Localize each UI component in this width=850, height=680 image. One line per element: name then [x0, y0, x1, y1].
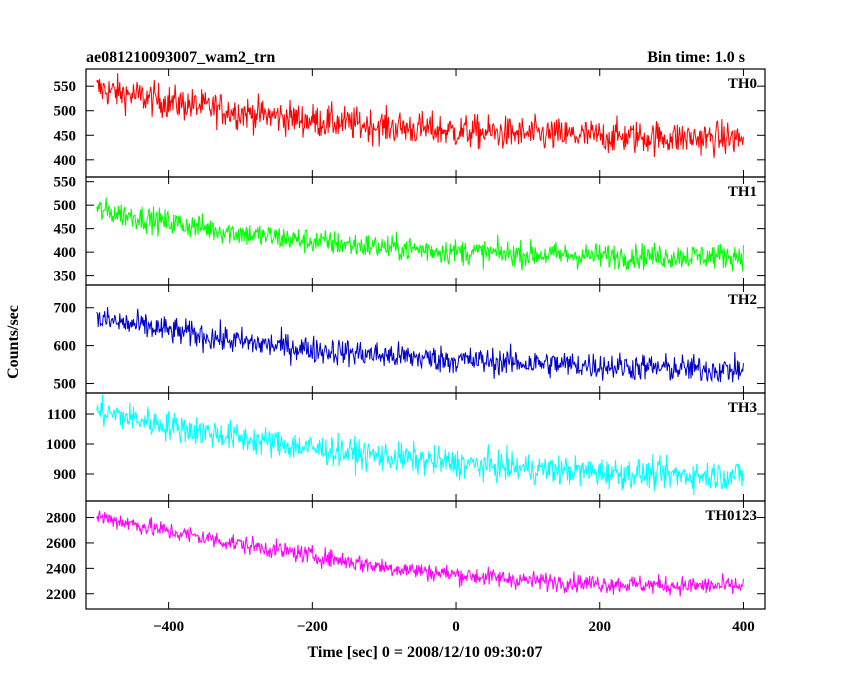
x-tick-label: 400	[732, 619, 755, 635]
panel-frame	[85, 68, 766, 178]
panel-frame	[85, 284, 766, 394]
y-tick-label: 600	[54, 339, 77, 355]
y-axis-label: Counts/sec	[5, 305, 22, 379]
y-tick-label: 550	[54, 175, 77, 191]
y-tick-label: 550	[54, 79, 77, 95]
series-line-th1	[96, 197, 744, 272]
panel-label: TH2	[728, 292, 757, 308]
y-tick-label: 400	[54, 153, 77, 169]
y-tick-label: 2200	[46, 587, 76, 603]
panel-label: TH1	[728, 184, 757, 200]
y-tick-label: 700	[54, 301, 77, 317]
y-tick-label: 350	[54, 269, 77, 285]
x-tick-label: 0	[452, 619, 460, 635]
y-tick-label: 2400	[46, 561, 76, 577]
y-tick-label: 1000	[46, 437, 76, 453]
y-tick-label: 900	[54, 467, 77, 483]
chart-panels: 400 450 500 550 TH0 350 400 450 500 550 TH1 500 600 7…	[46, 68, 766, 635]
x-tick-label: −200	[297, 619, 328, 635]
panel-frame	[85, 500, 766, 610]
panel-th2: 500 600 700 TH2	[54, 284, 766, 394]
y-tick-label: 1100	[47, 407, 76, 423]
x-axis-label: Time [sec] 0 = 2008/12/10 09:30:07	[307, 644, 542, 661]
panel-label: TH3	[728, 400, 757, 416]
panel-th3: 900 1000 1100 TH3	[46, 392, 766, 502]
panel-th0: 400 450 500 550 TH0	[54, 68, 766, 178]
y-tick-label: 2800	[46, 511, 76, 527]
y-tick-label: 450	[54, 222, 77, 238]
chart-title: ae081210093007_wam2_trn	[86, 49, 275, 66]
x-tick-label: 200	[588, 619, 611, 635]
y-tick-label: 400	[54, 245, 77, 261]
panel-th1: 350 400 450 500 550 TH1	[54, 175, 766, 286]
x-tick-label: −400	[153, 619, 184, 635]
series-line-th0123	[96, 510, 744, 597]
series-line-th2	[96, 307, 744, 383]
bin-time-label: Bin time: 1.0 s	[647, 49, 745, 66]
y-tick-label: 500	[54, 198, 77, 214]
y-tick-label: 500	[54, 104, 77, 120]
y-tick-label: 2600	[46, 536, 76, 552]
series-line-th3	[96, 394, 744, 495]
series-line-th0	[96, 73, 744, 159]
y-tick-label: 500	[54, 377, 77, 393]
panel-label: TH0123	[705, 508, 757, 524]
y-tick-label: 450	[54, 128, 77, 144]
panel-label: TH0	[728, 76, 757, 92]
panel-frame	[85, 392, 766, 502]
panel-th0123: 2200 2400 2600 2800 TH0123	[46, 500, 766, 610]
